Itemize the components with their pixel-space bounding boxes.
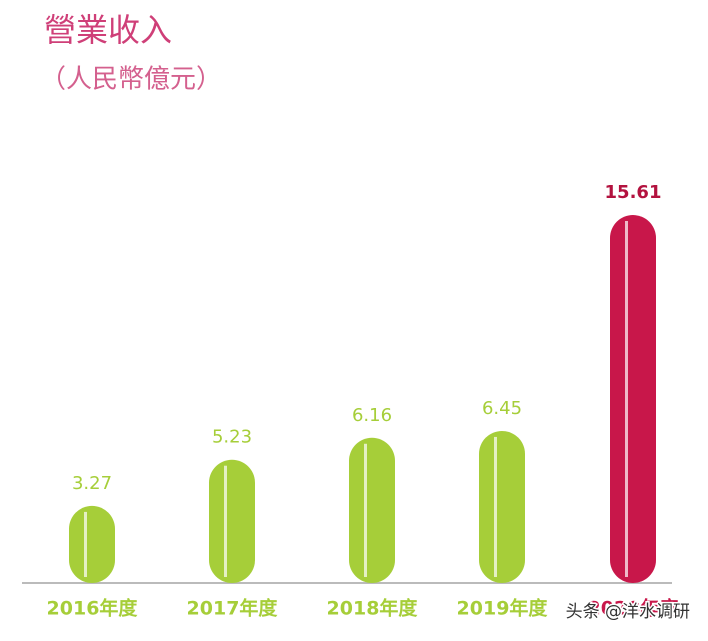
value-label: 5.23 [212, 427, 252, 448]
value-label: 6.45 [482, 398, 522, 419]
x-tick-label: 2018年度 [327, 597, 419, 620]
bar-highlight [494, 436, 497, 577]
bar [479, 430, 525, 583]
watermark: 头条 @洋水调研 [566, 602, 690, 622]
bar-highlight [84, 511, 87, 577]
bar [349, 437, 395, 583]
x-tick-label: 2016年度 [47, 597, 139, 620]
bar [209, 459, 255, 583]
bar-highlight [625, 221, 628, 577]
x-tick-label: 2020年度 [588, 597, 680, 620]
bar-highlight [364, 443, 367, 577]
x-tick-label: 2019年度 [457, 597, 549, 620]
chart-title: 營業收入 [44, 11, 172, 49]
value-label: 15.61 [605, 182, 662, 203]
bar [69, 505, 115, 583]
value-label: 3.27 [72, 473, 112, 494]
x-tick-label: 2017年度 [187, 597, 279, 620]
value-label: 6.16 [352, 405, 392, 426]
bar-highlight [224, 465, 227, 577]
chart-subtitle: （人民幣億元） [40, 65, 222, 95]
bar [610, 215, 656, 583]
